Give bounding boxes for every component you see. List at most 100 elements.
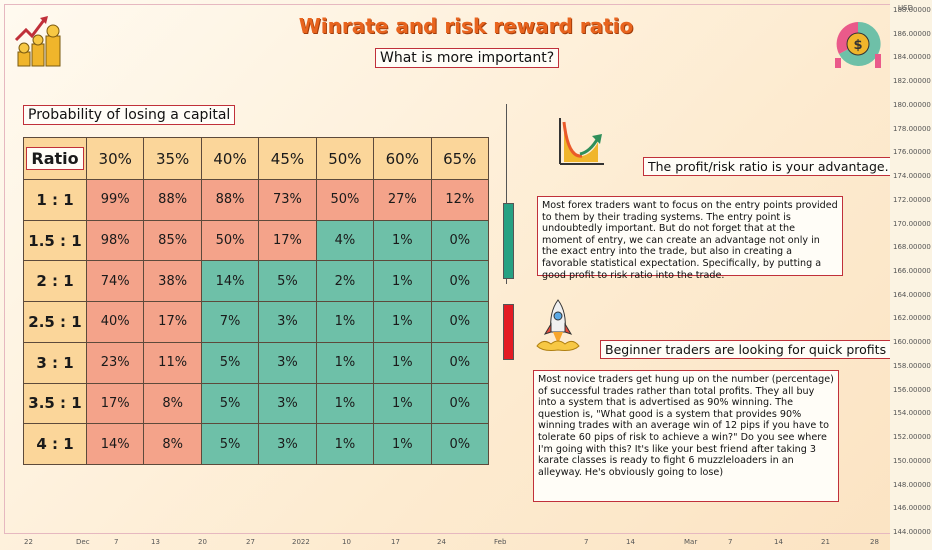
table-cell: 8% (143, 423, 202, 465)
table-cell: 17% (258, 219, 317, 262)
table-cell: 0% (430, 341, 490, 384)
table-cell: 0% (430, 423, 490, 465)
rocket-icon (536, 299, 580, 351)
table-cell: 0% (430, 382, 490, 425)
price-tick: 146.00000 (893, 504, 931, 513)
date-tick: 13 (151, 538, 160, 546)
date-tick: Feb (494, 538, 507, 546)
price-tick: 168.00000 (893, 243, 931, 252)
date-tick: 22 (24, 538, 33, 546)
table-row: 3 : 1 23% 11% 5% 3% 1% 1% 0% (23, 341, 490, 384)
table-cell: 50% (315, 179, 375, 221)
subtitle: What is more important? (375, 48, 560, 68)
table-cell: 1% (373, 341, 432, 384)
row-label: 4 : 1 (23, 423, 87, 465)
table-cell: 85% (143, 219, 202, 262)
table-cell: 38% (143, 260, 202, 303)
novice-traders-text: Most novice traders get hung up on the n… (533, 370, 839, 502)
row-label: 1.5 : 1 (23, 219, 87, 262)
price-tick: 174.00000 (893, 172, 931, 181)
probability-table: Ratio 30% 35% 40% 45% 50% 60% 65% 1 : 1 99% 88% 88%… (23, 137, 490, 465)
table-cell: 3% (258, 423, 317, 465)
table-cell: 1% (315, 301, 375, 343)
date-tick: 10 (342, 538, 351, 546)
column-header: 60% (373, 137, 432, 180)
table-cell: 74% (85, 260, 145, 303)
price-tick: 170.00000 (893, 219, 931, 228)
table-cell: 12% (430, 179, 490, 221)
table-cell: 3% (258, 382, 317, 425)
date-tick: 17 (391, 538, 400, 546)
table-row: 1 : 1 99% 88% 88% 73% 50% 27% 12% (23, 179, 490, 221)
price-tick: 182.00000 (893, 77, 931, 86)
table-row: 2 : 1 74% 38% 14% 5% 2% 1% 0% (23, 260, 490, 303)
dollar-chart-icon: $ (835, 21, 881, 68)
probability-label: Probability of losing a capital (23, 105, 236, 125)
table-cell: 3% (258, 301, 317, 343)
price-tick: 160.00000 (893, 338, 931, 347)
table-cell: 1% (315, 382, 375, 425)
date-tick: Dec (76, 538, 90, 546)
table-cell: 2% (315, 260, 375, 303)
column-header: 40% (200, 137, 260, 180)
column-header: 35% (143, 137, 202, 180)
table-cell: 27% (373, 179, 432, 221)
table-cell: 88% (143, 179, 202, 221)
table-cell: 1% (373, 301, 432, 343)
table-cell: 1% (315, 423, 375, 465)
date-tick: 14 (626, 538, 635, 546)
table-row: 3.5 : 1 17% 8% 5% 3% 1% 1% 0% (23, 382, 490, 425)
table-cell: 1% (373, 382, 432, 425)
date-tick: 27 (246, 538, 255, 546)
table-cell: 3% (258, 341, 317, 384)
table-cell: 1% (315, 341, 375, 384)
date-tick: Mar (684, 538, 698, 546)
table-cell: 88% (200, 179, 260, 221)
table-cell: 5% (200, 382, 260, 425)
table-cell: 14% (85, 423, 145, 465)
date-tick: 7 (114, 538, 119, 546)
table-cell: 1% (373, 260, 432, 303)
profit-label: The profit/risk ratio is your advantage. (643, 157, 894, 176)
table-cell: 0% (430, 219, 490, 262)
date-tick: 28 (870, 538, 879, 546)
row-label: 2 : 1 (23, 260, 87, 303)
column-header: 65% (430, 137, 490, 180)
price-tick: 166.00000 (893, 267, 931, 275)
column-header: 30% (85, 137, 145, 180)
table-cell: 23% (85, 341, 145, 384)
table-cell: 50% (200, 219, 260, 262)
price-tick: 150.00000 (893, 456, 931, 465)
money-growth-icon (14, 16, 61, 67)
table-cell: 73% (258, 179, 317, 221)
table-cell: 98% (85, 219, 145, 262)
red-candle-body (503, 304, 514, 360)
table-cell: 14% (200, 260, 260, 303)
table-row: 4 : 1 14% 8% 5% 3% 1% 1% 0% (23, 423, 490, 465)
price-tick: 172.00000 (893, 195, 931, 204)
table-cell: 8% (143, 382, 202, 425)
ratio-label: Ratio (26, 147, 84, 170)
date-tick: 7 (584, 538, 589, 546)
price-axis: USD 188.00000 186.00000 184.00000 182.00000… (890, 0, 932, 550)
table-cell: 7% (200, 301, 260, 343)
table-cell: 11% (143, 341, 202, 384)
price-tick: 162.00000 (893, 314, 931, 323)
corner-label: Ratio (23, 137, 87, 180)
table-row: 1.5 : 1 98% 85% 50% 17% 4% 1% 0% (23, 219, 490, 262)
table-cell: 5% (200, 341, 260, 384)
beginner-label: Beginner traders are looking for quick p… (600, 340, 892, 359)
table-cell: 5% (200, 423, 260, 465)
table-cell: 1% (373, 423, 432, 465)
table-cell: 0% (430, 301, 490, 343)
date-tick: 24 (437, 538, 446, 546)
row-label: 3 : 1 (23, 341, 87, 384)
row-label: 2.5 : 1 (23, 301, 87, 343)
row-label: 3.5 : 1 (23, 382, 87, 425)
table-cell: 99% (85, 179, 145, 221)
date-tick: 7 (728, 538, 733, 546)
table-row: 2.5 : 1 40% 17% 7% 3% 1% 1% 0% (23, 301, 490, 343)
table-cell: 17% (143, 301, 202, 343)
table-cell: 1% (373, 219, 432, 262)
price-tick: 178.00000 (893, 124, 931, 133)
